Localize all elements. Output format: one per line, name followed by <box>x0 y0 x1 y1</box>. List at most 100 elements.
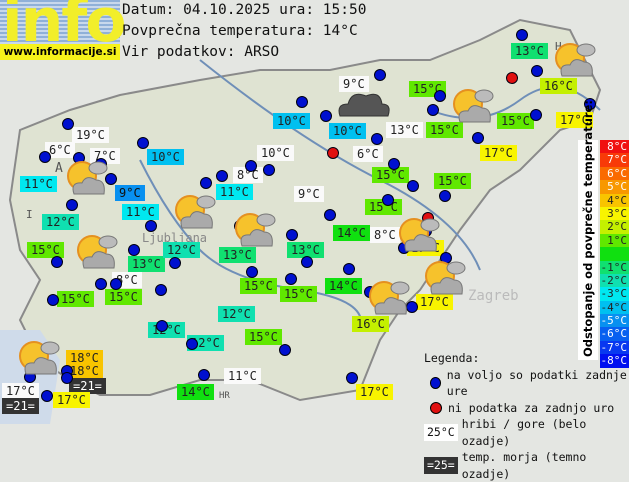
station-dot[interactable] <box>285 273 297 285</box>
station-dot[interactable] <box>516 29 528 41</box>
station-dot[interactable] <box>62 118 74 130</box>
station-dot[interactable] <box>324 209 336 221</box>
station-temp-label[interactable]: 17°C <box>480 145 517 161</box>
station-dot[interactable] <box>66 199 78 211</box>
station-temp-label[interactable]: 18°C <box>66 363 103 379</box>
station-dot[interactable] <box>245 160 257 172</box>
station-temp-label[interactable]: 15°C <box>426 122 463 138</box>
station-temp-label[interactable]: 15°C <box>372 167 409 183</box>
station-temp-label[interactable]: 13°C <box>287 242 324 258</box>
station-dot[interactable] <box>346 372 358 384</box>
station-temp-label[interactable]: 18°C <box>66 350 103 366</box>
station-dot[interactable] <box>530 109 542 121</box>
station-dot[interactable] <box>301 256 313 268</box>
station-temp-label[interactable]: 10°C <box>329 123 366 139</box>
station-temp-label[interactable]: 15°C <box>105 289 142 305</box>
station-dot[interactable] <box>584 98 596 110</box>
station-dot[interactable] <box>39 151 51 163</box>
station-dot[interactable] <box>371 133 383 145</box>
station-temp-label[interactable]: =21= <box>2 398 39 414</box>
station-dot[interactable] <box>286 229 298 241</box>
station-temp-label[interactable]: 8°C <box>370 227 400 243</box>
station-temp-label[interactable]: 6°C <box>353 146 383 162</box>
station-temp-label[interactable]: 8°C <box>233 167 263 183</box>
station-dot[interactable] <box>246 266 258 278</box>
station-temp-label[interactable]: 10°C <box>273 113 310 129</box>
station-temp-label[interactable]: 13°C <box>128 256 165 272</box>
station-dot[interactable] <box>41 390 53 402</box>
station-dot[interactable] <box>51 256 63 268</box>
station-temp-label[interactable]: 17°C <box>356 384 393 400</box>
station-temp-label[interactable]: 15°C <box>27 242 64 258</box>
station-dot[interactable] <box>434 90 446 102</box>
station-dot[interactable] <box>320 110 332 122</box>
station-dot[interactable] <box>198 369 210 381</box>
station-dot[interactable] <box>95 278 107 290</box>
station-temp-label[interactable]: 9°C <box>339 76 369 92</box>
station-temp-label[interactable]: =21= <box>69 378 106 394</box>
station-temp-label[interactable]: 6°C <box>45 142 75 158</box>
station-temp-label[interactable]: 16°C <box>352 316 389 332</box>
station-temp-label[interactable]: 15°C <box>240 278 277 294</box>
station-dot[interactable] <box>200 177 212 189</box>
station-dot[interactable] <box>472 132 484 144</box>
station-temp-label[interactable]: 14°C <box>177 384 214 400</box>
station-temp-label[interactable]: 12°C <box>42 214 79 230</box>
station-temp-label[interactable]: 9°C <box>115 185 145 201</box>
station-temp-label[interactable]: 11°C <box>20 176 57 192</box>
station-dot[interactable] <box>137 137 149 149</box>
station-dot[interactable] <box>374 69 386 81</box>
station-dot[interactable] <box>61 372 73 384</box>
station-temp-label[interactable]: 13°C <box>219 247 256 263</box>
station-dot[interactable] <box>155 284 167 296</box>
station-temp-label[interactable]: 11°C <box>224 368 261 384</box>
station-dot[interactable] <box>216 170 228 182</box>
station-dot[interactable] <box>531 65 543 77</box>
station-dot[interactable] <box>439 190 451 202</box>
station-dot-no-data[interactable] <box>327 147 339 159</box>
station-temp-label[interactable]: 10°C <box>257 145 294 161</box>
station-dot[interactable] <box>388 158 400 170</box>
station-dot[interactable] <box>343 263 355 275</box>
station-temp-label[interactable]: 17°C <box>416 294 453 310</box>
station-temp-label[interactable]: 14°C <box>325 278 362 294</box>
station-temp-label[interactable]: 15°C <box>280 286 317 302</box>
scale-item: 8°C <box>600 140 629 154</box>
station-dot[interactable] <box>407 180 419 192</box>
station-temp-label[interactable]: 14°C <box>333 225 370 241</box>
station-dot[interactable] <box>382 194 394 206</box>
station-dot[interactable] <box>145 220 157 232</box>
station-temp-label[interactable]: 12°C <box>218 306 255 322</box>
station-temp-label[interactable]: 15°C <box>497 113 534 129</box>
station-dot[interactable] <box>296 96 308 108</box>
logo-url-link[interactable]: www.informacije.si <box>0 44 120 60</box>
station-dot[interactable] <box>47 294 59 306</box>
station-temp-label[interactable]: 10°C <box>147 149 184 165</box>
station-temp-label[interactable]: 13°C <box>386 122 423 138</box>
station-dot[interactable] <box>169 257 181 269</box>
station-dot[interactable] <box>128 244 140 256</box>
station-dot[interactable] <box>427 104 439 116</box>
station-temp-label[interactable]: 15°C <box>57 291 94 307</box>
station-dot[interactable] <box>156 320 168 332</box>
station-dot[interactable] <box>279 344 291 356</box>
station-temp-label[interactable]: 11°C <box>216 184 253 200</box>
station-dot[interactable] <box>186 338 198 350</box>
station-temp-label[interactable]: 19°C <box>72 127 109 143</box>
logo[interactable]: info www.informacije.si <box>0 0 127 60</box>
station-temp-label[interactable]: 9°C <box>294 186 324 202</box>
station-dot[interactable] <box>105 173 117 185</box>
station-temp-label[interactable]: 17°C <box>2 383 39 399</box>
station-temp-label[interactable]: 13°C <box>511 43 548 59</box>
station-temp-label[interactable]: 15°C <box>434 173 471 189</box>
station-temp-label[interactable]: 16°C <box>540 78 577 94</box>
station-dot[interactable] <box>263 164 275 176</box>
station-temp-label[interactable]: 17°C <box>53 392 90 408</box>
station-temp-label[interactable]: 15°C <box>245 329 282 345</box>
legend-mountain-sample: 25°C <box>424 424 458 441</box>
station-temp-label[interactable]: 12°C <box>163 242 200 258</box>
station-dot[interactable] <box>110 278 122 290</box>
station-temp-label[interactable]: 11°C <box>122 204 159 220</box>
station-temp-label[interactable]: 17°C <box>556 112 593 128</box>
station-dot-no-data[interactable] <box>506 72 518 84</box>
